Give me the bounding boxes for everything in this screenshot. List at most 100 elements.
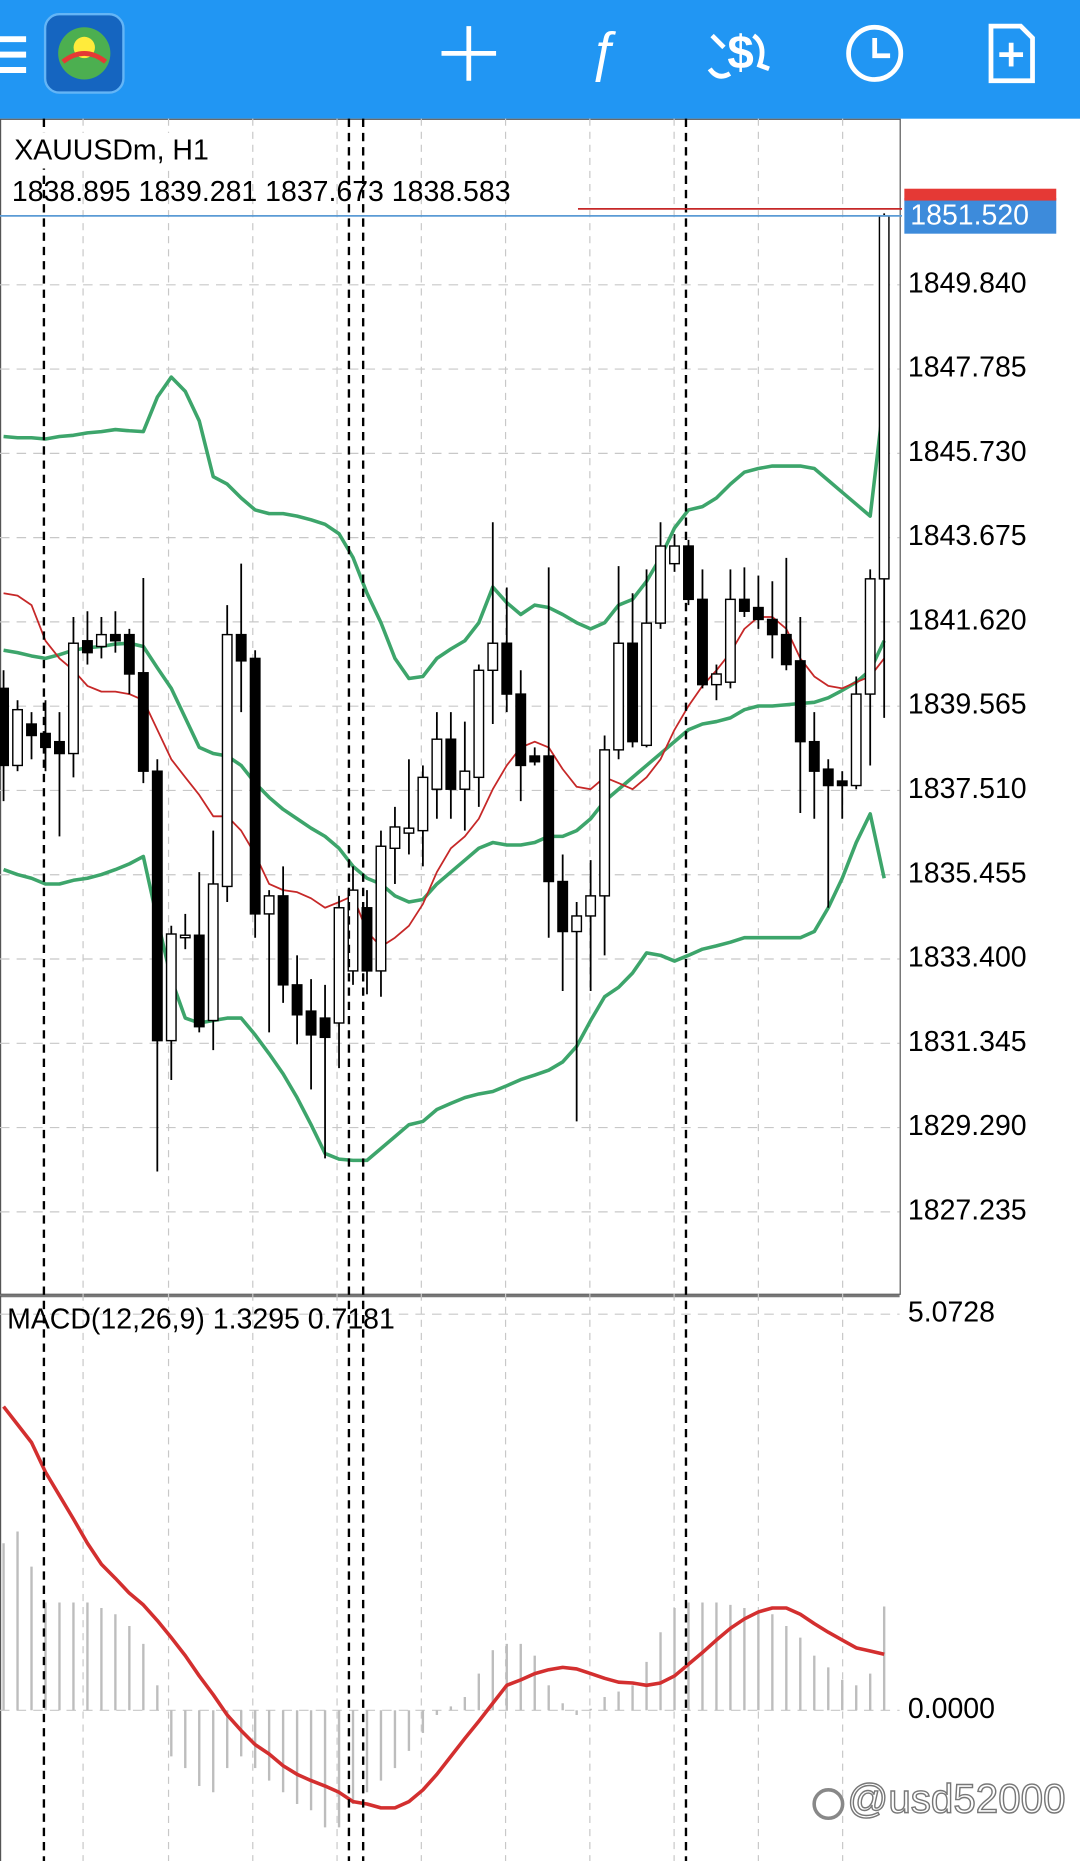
candle-body (529, 755, 541, 763)
ohlc-label: 1838.895 1839.281 1837.673 1838.583 (12, 176, 511, 208)
candle-body (95, 633, 107, 648)
candle-body (822, 768, 834, 787)
candle-body (878, 215, 890, 580)
candle-body (808, 740, 820, 772)
candle-body (403, 827, 415, 834)
candle-body (12, 708, 23, 767)
candle-body (193, 934, 205, 1028)
candle-body (683, 545, 694, 601)
candle-body (319, 1017, 331, 1039)
candle-body (81, 640, 93, 654)
candle-body (277, 895, 289, 986)
candle-body (165, 933, 177, 1042)
ask-label (904, 188, 1057, 201)
new-order-button[interactable] (988, 23, 1035, 84)
candle-body (585, 895, 597, 917)
candle-body (501, 642, 513, 695)
app-icon[interactable] (43, 13, 125, 94)
candle-body (305, 1010, 317, 1036)
svg-text:$: $ (727, 26, 753, 79)
symbol-bg (9, 132, 235, 169)
candle-body (613, 642, 625, 751)
period-button[interactable] (846, 24, 904, 82)
macd-label: MACD(12,26,9) 1.3295 0.7181 (7, 1303, 395, 1335)
candle-body (263, 895, 275, 915)
watermark: @usd52000 (812, 1775, 1066, 1822)
candle-body (836, 780, 848, 787)
candle-body (137, 672, 149, 772)
current-price-box (904, 198, 1057, 234)
candle-body (123, 633, 135, 675)
y-tick-label: 0.0000 (908, 1693, 995, 1725)
candle-body (389, 826, 401, 850)
vertical-grid (82, 118, 844, 1861)
overlay-line (2, 812, 886, 1163)
candle-body (850, 693, 862, 787)
candle-body (179, 934, 191, 939)
overlay-line (3, 640, 886, 904)
symbol-label: XAUUSDm, H1 (14, 134, 209, 166)
y-tick-label: 1833.400 (908, 942, 1027, 974)
menu-button[interactable] (0, 36, 27, 73)
y-tick-label: 1829.290 (908, 1110, 1027, 1142)
indicators-button[interactable]: ƒ (588, 21, 618, 83)
trade-button[interactable]: $ (707, 26, 770, 79)
candle-body (54, 740, 65, 755)
candle-body (0, 687, 10, 767)
candle-body (473, 669, 485, 779)
candle-body (710, 673, 722, 686)
candle-body (655, 545, 666, 624)
candle-body (207, 883, 219, 1022)
candle-body (333, 907, 345, 1024)
candle-body (445, 738, 457, 790)
overlay-line (3, 375, 886, 681)
candle-body (487, 642, 499, 672)
candle-body (697, 598, 708, 686)
candle-body (26, 723, 37, 737)
y-tick-label: 1841.620 (908, 604, 1027, 636)
y-tick-label: 1837.510 (908, 773, 1027, 805)
candle-body (641, 622, 653, 747)
candle-body (459, 770, 471, 790)
candle-body (599, 749, 611, 897)
candle-body (571, 915, 583, 933)
y-tick-label: 1849.840 (908, 267, 1027, 299)
candle-body (291, 984, 303, 1016)
candle-body (151, 770, 163, 1042)
y-tick-label: 1839.565 (908, 689, 1027, 721)
candle-body (109, 633, 121, 642)
candle-body (249, 657, 261, 915)
candle-body (515, 693, 527, 767)
overlay-line (3, 592, 885, 948)
current-price-label: 1851.520 (910, 200, 1029, 232)
plot-area: 1827.235 1829.290 1831.345 1833.400 1835.455… (0, 198, 1057, 1828)
candle-body (40, 732, 51, 749)
signal-line (2, 1405, 885, 1810)
watermark-text: @usd52000 (847, 1775, 1065, 1821)
y-tick-label: 1827.235 (908, 1194, 1027, 1226)
toolbar (0, 0, 1080, 119)
candle-body (417, 776, 429, 832)
candle-body (724, 598, 736, 683)
candle-body (752, 606, 764, 621)
candle-body (557, 880, 569, 933)
y-tick-label: 1831.345 (908, 1026, 1027, 1058)
candle-body (738, 598, 750, 612)
crosshair-button[interactable] (441, 26, 497, 81)
candle-body (361, 907, 373, 972)
candle-body (375, 845, 387, 972)
candle-body (627, 642, 639, 743)
y-tick-label: 1835.455 (908, 857, 1027, 889)
candle-body (669, 545, 680, 565)
candle-body (864, 578, 876, 695)
y-tick-label: 1847.785 (908, 352, 1027, 384)
candle-body (543, 755, 555, 883)
period-separators (42, 118, 688, 1861)
y-tick-label: 5.0728 (908, 1297, 995, 1329)
candle-body (766, 618, 778, 636)
y-tick-label: 1843.675 (908, 520, 1027, 552)
y-tick-label: 1845.730 (908, 436, 1027, 468)
candle-body (794, 660, 806, 743)
